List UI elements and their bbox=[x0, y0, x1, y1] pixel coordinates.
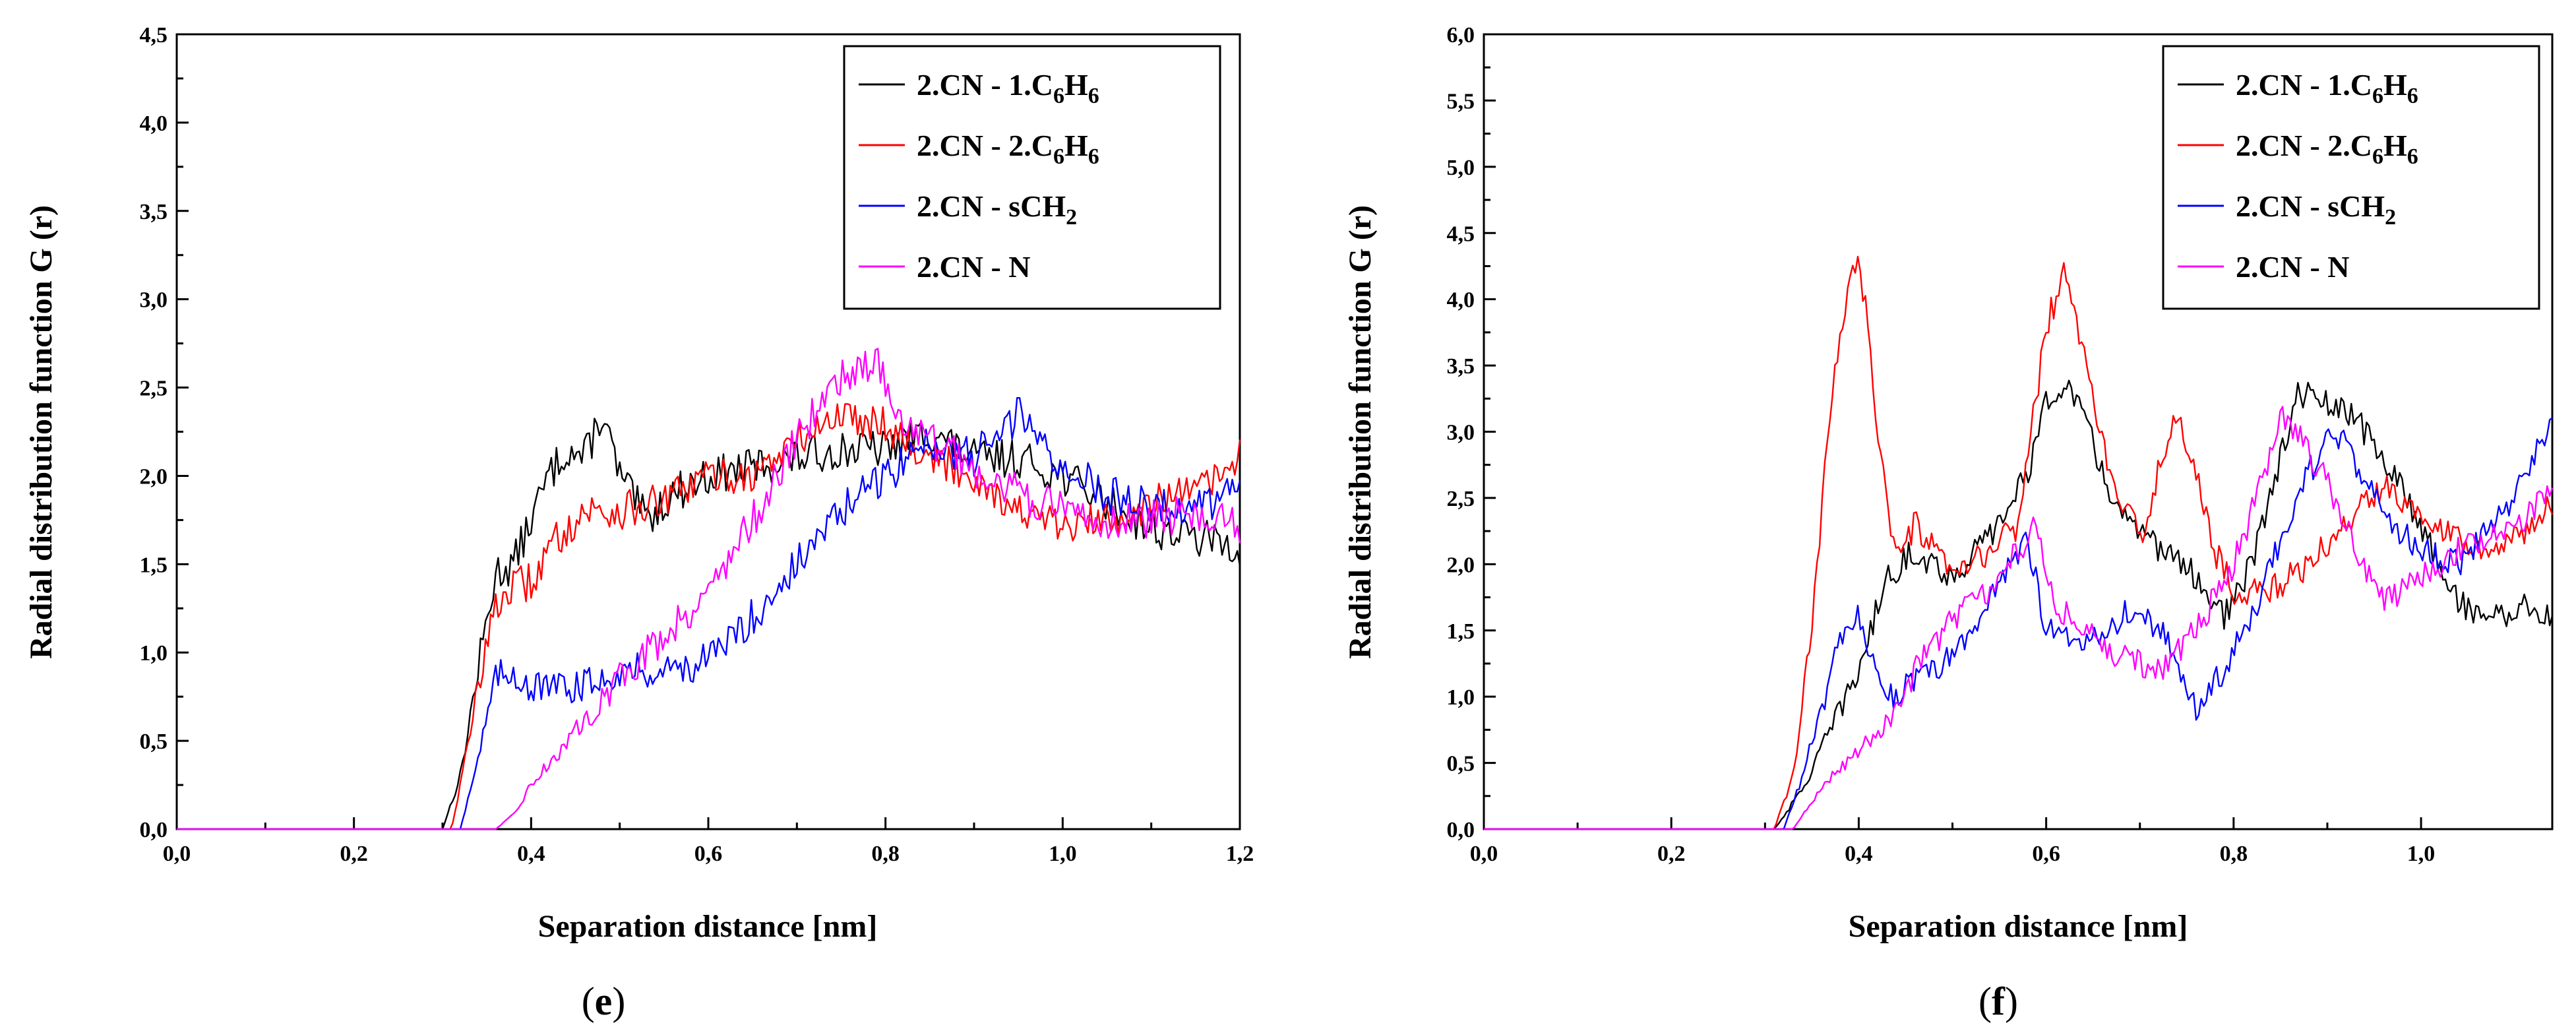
y-tick-label: 1,0 bbox=[140, 641, 168, 666]
y-tick-label: 4,0 bbox=[140, 111, 168, 136]
legend-label: 2.CN - N bbox=[2236, 250, 2349, 284]
legend-f: 2.CN - 1.C6H6 2.CN - 2.C6H6 2.CN - sCH2 2.C… bbox=[2162, 45, 2540, 310]
y-tick-label: 6,0 bbox=[1447, 23, 1475, 47]
y-tick-label: 0,0 bbox=[140, 818, 168, 842]
y-tick-label: 3,0 bbox=[1447, 421, 1475, 445]
legend-label: 2.CN - 1.C6H6 bbox=[2236, 68, 2418, 108]
x-tick-label: 0,6 bbox=[2032, 842, 2060, 866]
legend-items-e: 2.CN - 1.C6H6 2.CN - 2.C6H6 2.CN - sCH2 2.C… bbox=[859, 68, 1099, 284]
series-line bbox=[1484, 255, 2554, 830]
y-tick-label: 1,0 bbox=[1447, 685, 1475, 710]
y-tick-label: 1,5 bbox=[140, 553, 168, 577]
legend-e: 2.CN - 1.C6H6 2.CN - 2.C6H6 2.CN - sCH2 2.C… bbox=[843, 45, 1221, 310]
legend-label: 2.CN - N bbox=[917, 250, 1030, 284]
series-line bbox=[177, 403, 1241, 830]
series-line bbox=[1484, 406, 2554, 830]
x-tick-label: 1,0 bbox=[2407, 842, 2436, 866]
y-tick-label: 3,0 bbox=[140, 288, 168, 313]
y-tick-label: 5,5 bbox=[1447, 89, 1475, 113]
y-tick-label: 5,0 bbox=[1447, 156, 1475, 180]
ticks-f: 0,0 0,2 0,4 0,6 0,8 1,0 0,0 0,5 1,0 1,5 2,0 2,5 3,0 3… bbox=[1447, 23, 2436, 866]
legend-label: 2.CN - 2.C6H6 bbox=[917, 129, 1099, 169]
panel-label-f: (f) bbox=[1978, 980, 2018, 1023]
x-tick-label: 0,2 bbox=[1657, 842, 1686, 866]
series-line bbox=[1484, 379, 2554, 830]
y-tick-label: 2,5 bbox=[1447, 487, 1475, 511]
x-axis-title-f: Separation distance [nm] bbox=[1849, 909, 2188, 944]
series-line bbox=[177, 418, 1241, 830]
legend-label: 2.CN - 1.C6H6 bbox=[917, 68, 1099, 108]
legend-items-f: 2.CN - 1.C6H6 2.CN - 2.C6H6 2.CN - sCH2 2.C… bbox=[2178, 68, 2418, 284]
y-tick-label: 0,5 bbox=[1447, 752, 1475, 776]
legend-label: 2.CN - 2.C6H6 bbox=[2236, 129, 2418, 169]
x-tick-label: 0,8 bbox=[2220, 842, 2248, 866]
y-tick-label: 1,5 bbox=[1447, 619, 1475, 644]
series-group-f bbox=[1484, 255, 2554, 830]
x-tick-label: 0,4 bbox=[517, 842, 545, 866]
x-tick-label: 0,2 bbox=[340, 842, 368, 866]
y-axis-title-e: Radial distribution function G (r) bbox=[24, 205, 59, 659]
panel-label-e: (e) bbox=[582, 980, 626, 1023]
y-tick-label: 4,5 bbox=[1447, 222, 1475, 246]
x-tick-label: 1,0 bbox=[1049, 842, 1077, 866]
x-tick-label: 1,2 bbox=[1226, 842, 1254, 866]
chart-panel-e: 0,0 0,2 0,4 0,6 0,8 1,0 1,2 0,0 0,5 1,0 1,5 2,0 2,5 3… bbox=[24, 23, 1254, 1023]
y-tick-label: 2,5 bbox=[140, 377, 168, 401]
legend-label: 2.CN - sCH2 bbox=[2236, 189, 2396, 230]
x-tick-label: 0,0 bbox=[1470, 842, 1498, 866]
y-tick-label: 0,5 bbox=[140, 730, 168, 754]
legend-box-f bbox=[2162, 45, 2540, 310]
y-tick-label: 0,0 bbox=[1447, 818, 1475, 842]
y-tick-label: 2,0 bbox=[140, 464, 168, 489]
legend-box-e bbox=[843, 45, 1221, 310]
y-tick-label: 4,5 bbox=[140, 23, 168, 47]
series-line bbox=[177, 397, 1241, 830]
x-tick-label: 0,6 bbox=[694, 842, 723, 866]
y-axis-title-f: Radial distribution function G (r) bbox=[1343, 205, 1378, 659]
legend-label: 2.CN - sCH2 bbox=[917, 189, 1077, 230]
x-tick-label: 0,8 bbox=[871, 842, 900, 866]
series-line bbox=[177, 348, 1241, 830]
x-tick-label: 0,4 bbox=[1845, 842, 1873, 866]
chart-panel-f: 0,0 0,2 0,4 0,6 0,8 1,0 0,0 0,5 1,0 1,5 2,0 2,5 3,0 3… bbox=[1343, 23, 2554, 1023]
y-tick-label: 3,5 bbox=[140, 200, 168, 224]
y-tick-label: 2,0 bbox=[1447, 553, 1475, 577]
x-axis-title-e: Separation distance [nm] bbox=[538, 909, 878, 944]
y-tick-label: 3,5 bbox=[1447, 354, 1475, 379]
series-group-e bbox=[177, 348, 1241, 830]
x-tick-label: 0,0 bbox=[163, 842, 191, 866]
ticks-e: 0,0 0,2 0,4 0,6 0,8 1,0 1,2 0,0 0,5 1,0 1,5 2,0 2,5 3… bbox=[140, 23, 1254, 866]
y-tick-label: 4,0 bbox=[1447, 288, 1475, 313]
